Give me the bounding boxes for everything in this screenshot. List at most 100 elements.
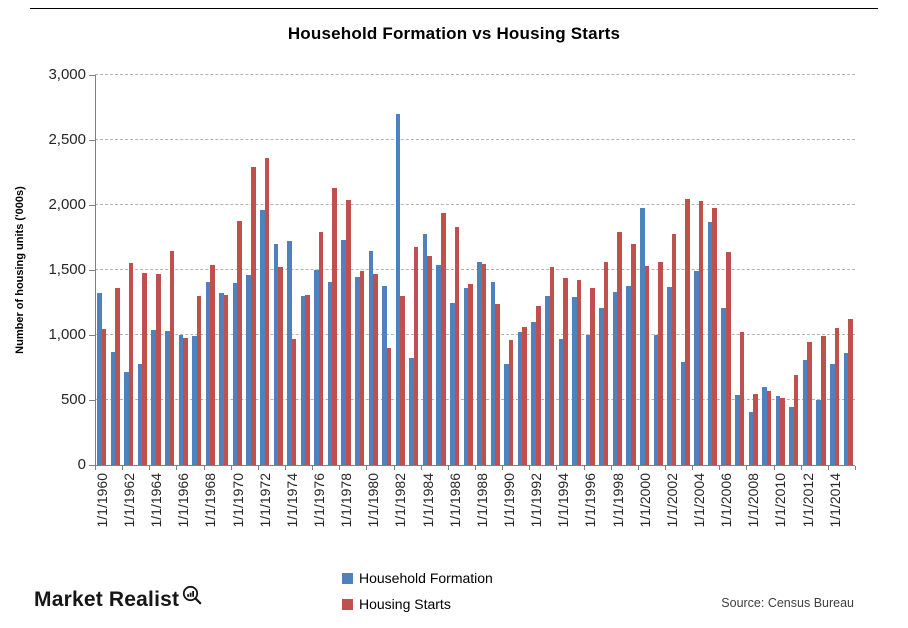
y-tick-label-1500: 1,500 (48, 261, 86, 278)
x-tick-label-2004: 1/1/2004 (690, 473, 707, 528)
magnifier-bar-chart-icon (181, 584, 203, 611)
bar-household-formation (178, 335, 184, 465)
bar-household-formation (599, 307, 604, 465)
bar-household-formation (287, 241, 292, 465)
x-tick (285, 466, 286, 470)
bar-household-formation (653, 335, 659, 465)
x-tick-label-2006: 1/1/2006 (718, 473, 735, 528)
bar-household-formation (300, 296, 306, 465)
x-tick (692, 466, 694, 470)
bar-household-formation (409, 358, 414, 465)
bar-household-formation (422, 233, 428, 465)
bar-housing-starts (753, 394, 758, 465)
bar-housing-starts (576, 280, 582, 465)
y-tick-label-2500: 2,500 (48, 131, 86, 148)
bar-housing-starts (291, 338, 297, 465)
bar-household-formation (355, 276, 360, 465)
bar-housing-starts (142, 272, 147, 465)
bar-housing-starts (726, 251, 731, 465)
x-tick (176, 466, 178, 470)
bar-housing-starts (386, 348, 392, 465)
bar-housing-starts (332, 188, 337, 465)
bar-housing-starts (590, 288, 595, 465)
y-gridline-2500 (95, 139, 855, 140)
x-tick-label-1980: 1/1/1980 (365, 473, 382, 528)
y-tick-500 (89, 400, 95, 401)
y-gridline-2000 (95, 204, 855, 205)
bar-household-formation (640, 207, 645, 465)
y-tick-label-1000: 1,000 (48, 326, 86, 343)
bar-household-formation (151, 329, 157, 465)
bar-household-formation (748, 411, 754, 465)
bar-household-formation (97, 293, 102, 465)
x-tick-label-1992: 1/1/1992 (528, 473, 545, 528)
x-tick (773, 466, 775, 470)
bar-housing-starts (848, 318, 853, 465)
bar-household-formation (721, 307, 727, 465)
bar-household-formation (110, 351, 116, 465)
x-tick-label-1970: 1/1/1970 (229, 473, 246, 528)
bar-household-formation (205, 281, 211, 465)
bar-household-formation (137, 364, 143, 465)
bar-housing-starts (427, 255, 432, 465)
bar-housing-starts (196, 296, 202, 465)
x-tick-label-1982: 1/1/1982 (392, 473, 409, 528)
bar-household-formation (735, 395, 740, 465)
x-tick-label-1962: 1/1/1962 (120, 473, 137, 528)
bar-housing-starts (264, 158, 270, 465)
x-tick-label-1994: 1/1/1994 (555, 473, 572, 528)
x-tick-label-1972: 1/1/1972 (256, 473, 273, 528)
bar-housing-starts (644, 266, 650, 465)
x-tick (665, 466, 666, 470)
bar-housing-starts (698, 201, 704, 465)
bar-household-formation (762, 387, 767, 465)
bar-housing-starts (346, 199, 351, 465)
x-tick-label-2000: 1/1/2000 (636, 473, 653, 528)
x-tick (420, 466, 422, 470)
x-tick-label-1968: 1/1/1968 (202, 473, 219, 528)
x-tick-label-1988: 1/1/1988 (473, 473, 490, 528)
x-tick-label-2014: 1/1/2014 (826, 473, 843, 528)
x-tick (203, 466, 205, 470)
x-tick (447, 466, 449, 470)
bar-household-formation (572, 297, 577, 465)
x-tick-label-1984: 1/1/1984 (419, 473, 436, 528)
bar-housing-starts (563, 277, 568, 465)
x-tick (610, 466, 612, 470)
bar-household-formation (775, 396, 781, 465)
y-tick-label-500: 500 (60, 391, 86, 408)
bar-household-formation (707, 221, 713, 465)
y-tick-label-2000: 2,000 (48, 196, 86, 213)
x-tick (339, 466, 341, 470)
x-tick-label-1964: 1/1/1964 (148, 473, 165, 528)
bar-housing-starts (251, 167, 256, 465)
bar-housing-starts (536, 306, 541, 465)
bar-household-formation (545, 296, 550, 465)
bar-household-formation (273, 244, 279, 465)
x-tick (149, 466, 151, 470)
x-tick-label-1976: 1/1/1976 (310, 473, 327, 528)
bar-housing-starts (400, 296, 405, 465)
bar-housing-starts (441, 212, 446, 465)
bar-household-formation (463, 288, 469, 465)
bar-household-formation (816, 400, 822, 465)
bar-household-formation (382, 285, 387, 465)
x-tick (393, 466, 395, 470)
y-tick-2500 (89, 140, 95, 141)
bar-household-formation (680, 362, 686, 465)
bar-household-formation (789, 407, 794, 465)
bar-housing-starts (373, 273, 378, 465)
legend-item-housing-starts: Housing Starts (342, 594, 493, 614)
bar-housing-starts (210, 264, 215, 465)
x-tick (366, 466, 368, 470)
bar-household-formation (626, 285, 632, 465)
bar-household-formation (490, 281, 496, 465)
y-tick-1500 (89, 270, 95, 271)
x-tick-label-2002: 1/1/2002 (663, 473, 680, 528)
bar-household-formation (124, 372, 129, 465)
bar-housing-starts (468, 284, 473, 465)
bar-household-formation (314, 270, 319, 465)
y-gridline-500 (95, 399, 855, 400)
y-tick-label-3000: 3,000 (48, 66, 86, 83)
